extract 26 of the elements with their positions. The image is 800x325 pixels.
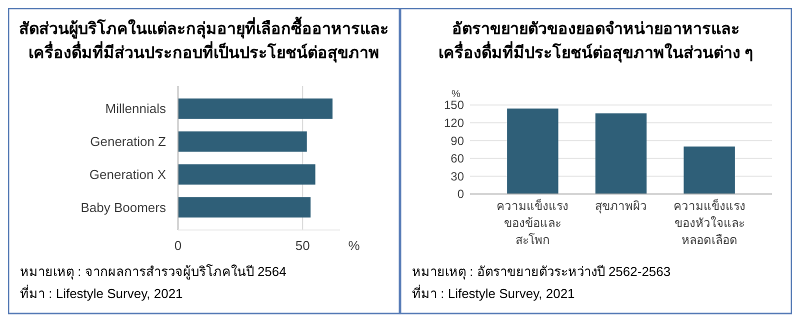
text: ที่มา : Lifestyle Survey, 2021: [412, 285, 575, 301]
chart-title: สัดส่วนผู้บริโภคในแต่ละกลุ่มอายุที่เลือกซื้ออาหารและ เครื่องดื่มที่มีส่วนประกอบที่เป็นประโยชน์ต่อสุขภาพ: [19, 16, 389, 63]
y-tick-label: Baby Boomers: [80, 200, 166, 215]
text: หมายเหตุ : อัตราขยายตัวระหว่างปี 2562-2563: [412, 264, 671, 280]
y-tick-label: 60: [450, 152, 464, 166]
x-tick-label: ความแข็งแรง ของหัวใจและ หลอดเลือด: [673, 198, 746, 247]
text: หมายเหตุ : จากผลการสำรวจผู้บริโภคในปี 2564: [20, 264, 286, 280]
y-tick-label: 0: [457, 187, 464, 202]
x-tick-label: 50: [295, 238, 310, 253]
chart-title: อัตราขยายตัวของยอดจำหน่ายอาหารและ เครื่องดื่มที่มีประโยชน์ต่อสุขภาพในส่วนต่าง ๆ: [438, 20, 754, 63]
x-tick-label: ความแข็งแรง ของข้อและ สะโพก: [496, 198, 569, 247]
y-tick-label: 120: [444, 116, 464, 130]
x-tick-label: สุขภาพผิว: [595, 199, 647, 214]
bar: [595, 113, 647, 194]
x-tick-label: 0: [174, 238, 182, 253]
y-tick-label: Generation Z: [90, 134, 166, 150]
bar: [684, 146, 735, 194]
y-tick-label: Millennials: [105, 101, 166, 116]
x-axis-title: %: [348, 238, 360, 253]
y-tick-label: 90: [450, 134, 464, 148]
y-tick-label: 150: [444, 98, 464, 112]
bar: [507, 108, 558, 194]
y-tick-label: 30: [450, 169, 464, 184]
y-tick-label: Generation X: [89, 166, 166, 182]
text: ที่มา : Lifestyle Survey, 2021: [20, 285, 183, 301]
y-axis-title: %: [452, 89, 461, 100]
